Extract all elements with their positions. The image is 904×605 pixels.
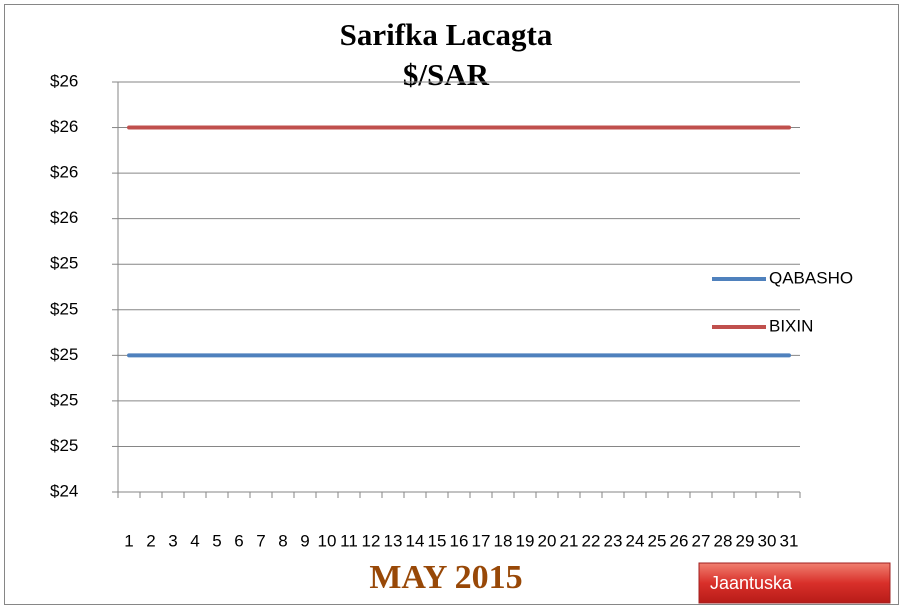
x-tick-label: 7 [256,531,265,550]
y-tick-label: $26 [50,71,78,90]
x-tick-label: 28 [714,531,733,550]
x-tick-label: 27 [692,531,711,550]
x-tick-label: 23 [604,531,623,550]
x-tick-label: 1 [124,531,133,550]
x-tick-label: 20 [538,531,557,550]
x-tick-label: 13 [384,531,403,550]
x-tick-label: 24 [626,531,645,550]
y-tick-label: $25 [50,345,78,364]
button[interactable]: Jaantuska [698,562,891,604]
x-tick-label: 18 [494,531,513,550]
x-tick-label: 4 [190,531,199,550]
y-tick-label: $26 [50,208,78,227]
x-tick-label: 25 [648,531,667,550]
x-tick-label: 3 [168,531,177,550]
y-tick-label: $26 [50,117,78,136]
x-tick-label: 22 [582,531,601,550]
x-tick-label: 8 [278,531,287,550]
x-tick-label: 12 [362,531,381,550]
x-tick-label: 11 [340,531,358,550]
y-tick-label: $25 [50,299,78,318]
button-background[interactable] [698,562,891,604]
x-tick-label: 21 [560,531,579,550]
x-tick-label: 30 [758,531,777,550]
x-tick-label: 6 [234,531,243,550]
x-tick-label: 19 [516,531,535,550]
x-tick-label: 9 [300,531,309,550]
chart-frame [4,4,899,605]
y-tick-label: $25 [50,390,78,409]
legend-label: BIXIN [769,316,813,335]
x-tick-label: 15 [428,531,447,550]
y-tick-label: $24 [50,481,78,500]
x-tick-label: 17 [472,531,491,550]
x-tick-label: 5 [212,531,221,550]
x-tick-label: 10 [318,531,337,550]
chart-subtitle: $/SAR [403,57,490,92]
button-label[interactable]: Jaantuska [710,573,793,593]
x-tick-label: 31 [780,531,799,550]
y-tick-label: $25 [50,254,78,273]
legend-label: QABASHO [769,268,853,287]
y-tick-label: $26 [50,163,78,182]
x-axis-label: MAY 2015 [369,559,522,596]
x-tick-label: 26 [670,531,689,550]
x-tick-label: 2 [146,531,155,550]
y-tick-label: $25 [50,436,78,455]
chart-title: Sarifka Lacagta [340,17,553,52]
x-tick-label: 16 [450,531,469,550]
x-tick-label: 29 [736,531,755,550]
x-tick-label: 14 [406,531,425,550]
